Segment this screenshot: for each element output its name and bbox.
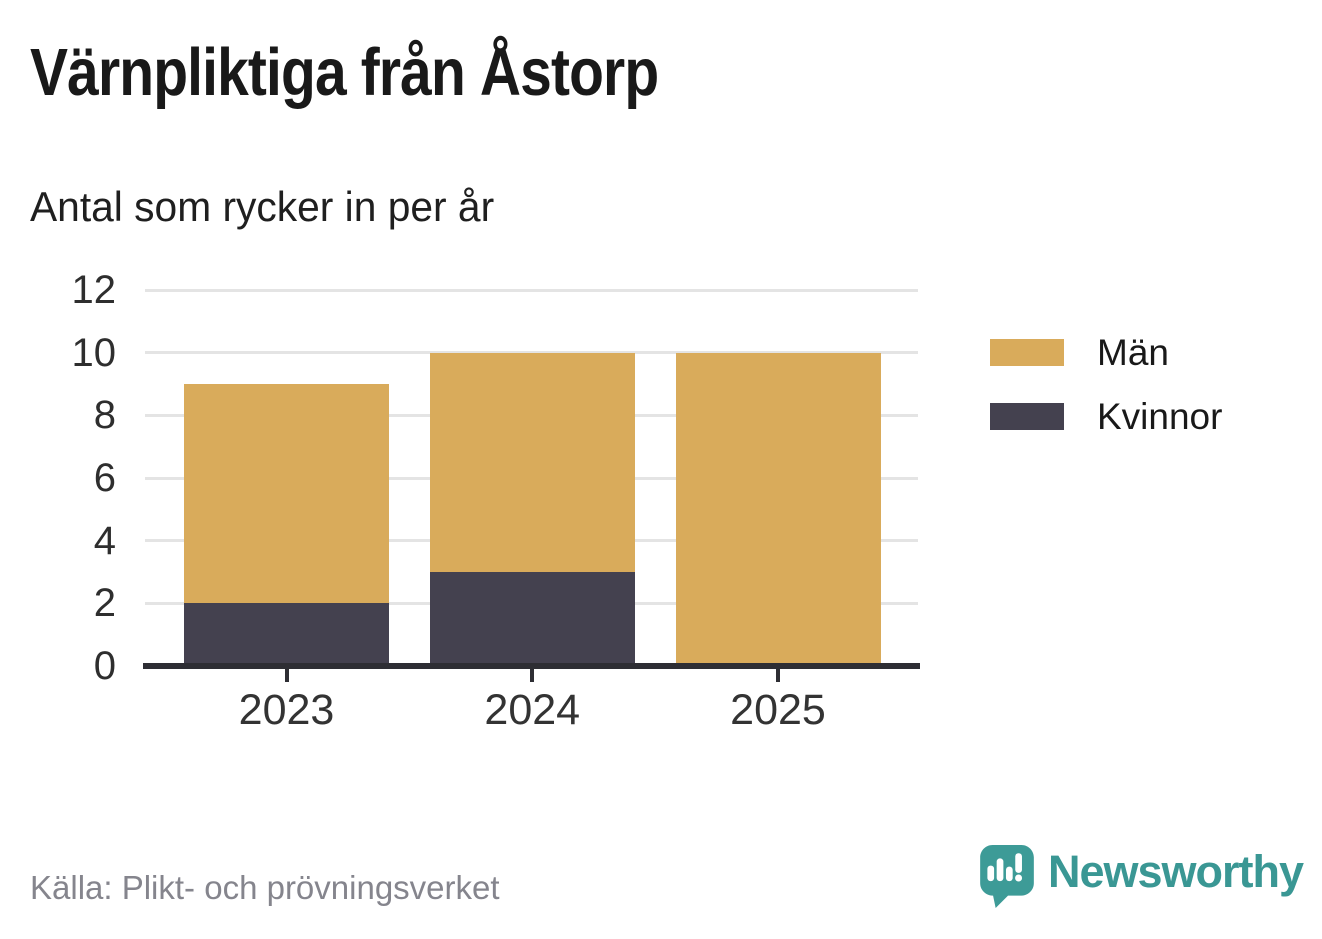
x-axis-tick-2025 bbox=[776, 669, 780, 682]
legend-item-män: Män bbox=[990, 334, 1222, 371]
legend-item-kvinnor: Kvinnor bbox=[990, 398, 1222, 435]
bar-segment-män-2024 bbox=[429, 352, 635, 572]
y-axis-label-0: 0 bbox=[93, 644, 116, 688]
y-axis-label-8: 8 bbox=[93, 393, 116, 438]
x-axis-label-2023: 2023 bbox=[238, 686, 335, 734]
bar-segment-män-2023 bbox=[184, 384, 389, 604]
y-axis-label-12: 12 bbox=[71, 268, 117, 312]
bar-segment-kvinnor-2024 bbox=[429, 572, 635, 666]
chart-title: Värnpliktiga från Åstorp bbox=[30, 35, 659, 110]
legend: Män Kvinnor bbox=[990, 334, 1222, 462]
x-axis-tick-2024 bbox=[530, 669, 535, 682]
y-axis-label-2: 2 bbox=[93, 581, 116, 626]
gridline-y-12 bbox=[145, 288, 918, 292]
x-axis-line bbox=[143, 663, 920, 669]
legend-swatch-kvinnor bbox=[990, 403, 1064, 430]
legend-label-män: Män bbox=[1097, 332, 1169, 373]
bar-segment-män-2025 bbox=[675, 352, 881, 666]
source-note: Källa: Plikt- och prövningsverket bbox=[30, 869, 500, 906]
y-axis-label-10: 10 bbox=[71, 330, 117, 375]
x-axis-label-2025: 2025 bbox=[730, 686, 826, 734]
x-axis-label-2024: 2024 bbox=[484, 686, 581, 734]
y-axis-label-4: 4 bbox=[93, 518, 116, 563]
newsworthy-bubble-barchart-icon bbox=[980, 845, 1034, 908]
x-axis-tick-2023 bbox=[284, 669, 289, 682]
bar-segment-kvinnor-2023 bbox=[184, 603, 389, 666]
y-axis-label-6: 6 bbox=[93, 456, 116, 500]
chart-subtitle: Antal som rycker in per år bbox=[30, 183, 495, 230]
legend-swatch-män bbox=[990, 339, 1064, 366]
legend-label-kvinnor: Kvinnor bbox=[1097, 396, 1223, 437]
newsworthy-logo: Newsworthy bbox=[980, 845, 1304, 909]
newsworthy-wordmark: Newsworthy bbox=[1048, 846, 1304, 897]
